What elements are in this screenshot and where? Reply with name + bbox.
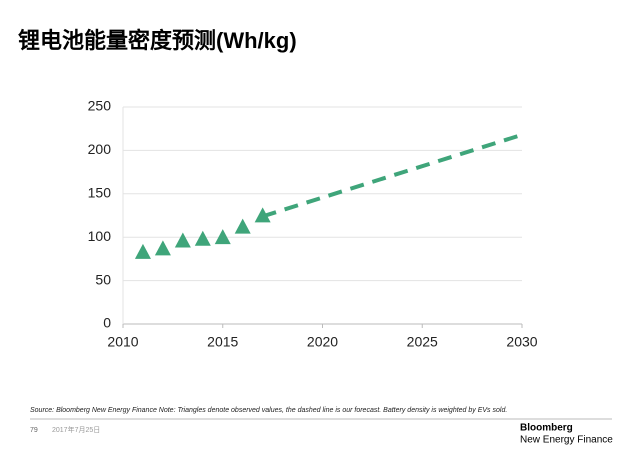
page-number: 79 <box>30 427 38 434</box>
x-tick-label: 2015 <box>207 334 238 350</box>
triangle-marker <box>154 240 171 256</box>
y-tick-label: 0 <box>103 315 111 331</box>
source-note: Source: Bloomberg New Energy Finance Not… <box>30 407 507 414</box>
brand: New Energy Finance <box>520 435 613 446</box>
footer-date: 2017年7月25日 <box>52 425 100 434</box>
triangle-marker <box>174 232 191 248</box>
triangle-marker <box>214 229 231 245</box>
triangle-marker <box>234 218 251 234</box>
chart-title: 锂电池能量密度预测(Wh/kg) <box>18 28 297 53</box>
triangle-marker <box>134 243 151 259</box>
y-tick-label: 50 <box>95 271 111 287</box>
y-tick-label: 100 <box>88 228 112 244</box>
x-tick-label: 2010 <box>107 334 138 350</box>
forecast-line <box>262 132 523 219</box>
triangle-marker <box>194 230 211 246</box>
y-tick-label: 150 <box>88 185 112 201</box>
x-tick-label: 2020 <box>307 334 338 350</box>
x-tick-label: 2025 <box>407 334 438 350</box>
y-tick-label: 200 <box>88 141 112 157</box>
x-tick-label: 2030 <box>506 334 537 350</box>
brand: Bloomberg <box>520 423 573 434</box>
y-tick-label: 250 <box>88 98 112 114</box>
